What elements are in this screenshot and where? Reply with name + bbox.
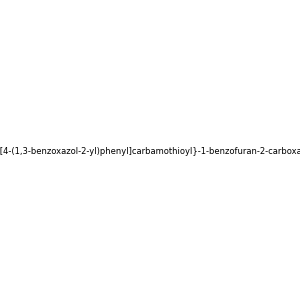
Text: N-{[4-(1,3-benzoxazol-2-yl)phenyl]carbamothioyl}-1-benzofuran-2-carboxamide: N-{[4-(1,3-benzoxazol-2-yl)phenyl]carbam… <box>0 147 300 156</box>
